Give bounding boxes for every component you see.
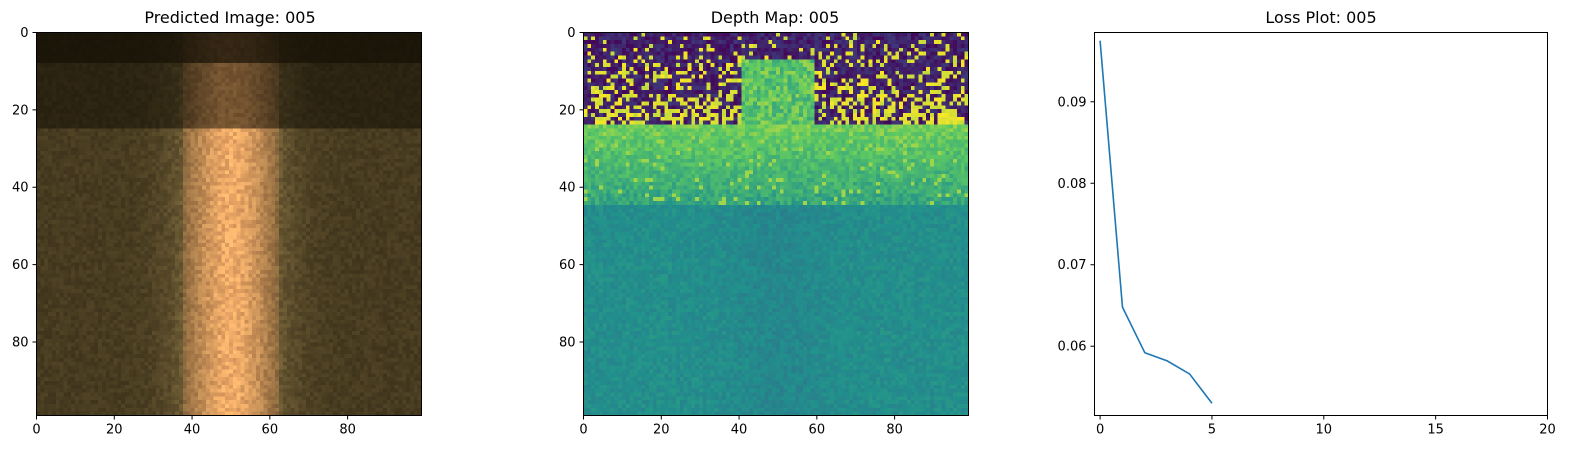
x-tick-label: 10 xyxy=(1316,423,1333,438)
loss-plot-title: Loss Plot: 005 xyxy=(1265,8,1376,27)
y-tick-label: 0 xyxy=(567,26,575,41)
depth-map-heatmap xyxy=(584,33,969,416)
x-tick-label: 0 xyxy=(579,423,587,438)
x-tick-label: 60 xyxy=(809,423,826,438)
x-tick-label: 15 xyxy=(1427,423,1444,438)
y-tick-label: 80 xyxy=(559,335,576,350)
y-tick-label: 0.06 xyxy=(1058,340,1087,355)
x-tick-label: 0 xyxy=(1096,423,1104,438)
x-tick-label: 80 xyxy=(339,423,356,438)
depth-map-title: Depth Map: 005 xyxy=(711,8,840,27)
y-tick-label: 20 xyxy=(12,103,29,118)
panel-depth-map: Depth Map: 005 0 20 40 60 80 0 20 40 60 80 xyxy=(559,8,969,438)
x-tick-label: 60 xyxy=(262,423,279,438)
x-tick-label: 20 xyxy=(653,423,670,438)
y-tick-label: 40 xyxy=(559,181,576,196)
y-tick-label: 20 xyxy=(559,103,576,118)
predicted-image-title: Predicted Image: 005 xyxy=(144,8,315,27)
y-tick-label: 0.07 xyxy=(1058,258,1087,273)
loss-plot-frame xyxy=(1095,33,1548,416)
y-tick-label: 60 xyxy=(559,258,576,273)
panel-loss-plot: Loss Plot: 005 0 5 10 15 20 0.06 0.07 0.08 0.09 xyxy=(1058,8,1556,438)
x-tick-label: 40 xyxy=(731,423,748,438)
y-tick-label: 0.08 xyxy=(1058,177,1087,192)
x-tick-label: 0 xyxy=(32,423,40,438)
x-tick-label: 80 xyxy=(886,423,903,438)
panel-predicted-image: Predicted Image: 005 0 20 40 60 80 0 20 40 60 80 xyxy=(12,8,422,438)
x-tick-label: 20 xyxy=(1539,423,1556,438)
predicted-image-heatmap xyxy=(37,33,422,416)
x-tick-label: 5 xyxy=(1208,423,1216,438)
y-tick-label: 80 xyxy=(12,335,29,350)
y-tick-label: 0 xyxy=(20,26,28,41)
x-tick-label: 20 xyxy=(106,423,123,438)
y-tick-label: 40 xyxy=(12,181,29,196)
y-tick-label: 0.09 xyxy=(1058,95,1087,110)
x-tick-label: 40 xyxy=(184,423,201,438)
y-tick-label: 60 xyxy=(12,258,29,273)
